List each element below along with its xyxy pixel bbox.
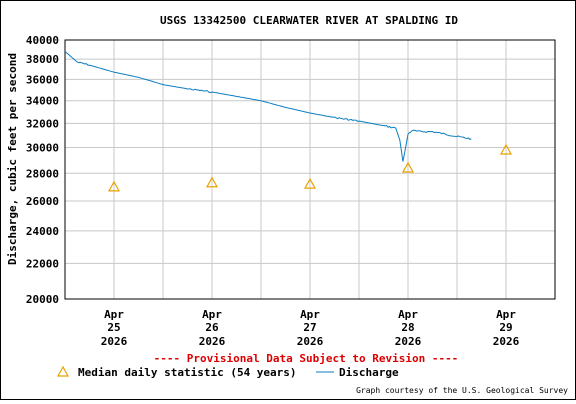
x-tick-month: Apr: [202, 308, 222, 321]
median-marker: [303, 177, 317, 189]
y-tick-label: 36000: [26, 73, 59, 86]
y-tick-label: 30000: [26, 141, 59, 154]
x-tick-year: 2026: [395, 335, 422, 348]
plot-area: [64, 39, 556, 300]
chart-title: USGS 13342500 CLEARWATER RIVER AT SPALDI…: [160, 14, 458, 27]
provisional-notice: ---- Provisional Data Subject to Revisio…: [154, 352, 459, 365]
x-tick-month: Apr: [300, 308, 320, 321]
x-tick-year: 2026: [493, 335, 520, 348]
y-tick-label: 24000: [26, 225, 59, 238]
legend: Median daily statistic (54 years) Discha…: [56, 365, 399, 379]
x-tick-year: 2026: [199, 335, 226, 348]
y-tick-label: 28000: [26, 167, 59, 180]
usgs-credit: Graph courtesy of the U.S. Geological Su…: [356, 386, 568, 395]
median-marker: [205, 176, 219, 188]
x-tick-day: 25: [107, 321, 120, 334]
x-tick-day: 28: [401, 321, 414, 334]
median-marker: [499, 143, 513, 155]
x-tick-month: Apr: [398, 308, 418, 321]
y-tick-label: 32000: [26, 117, 59, 130]
x-tick-month: Apr: [496, 308, 516, 321]
legend-median-marker: [56, 365, 70, 377]
y-tick-label: 38000: [26, 53, 59, 66]
x-tick-year: 2026: [101, 335, 128, 348]
x-tick-day: 26: [205, 321, 219, 334]
x-tick-month: Apr: [104, 308, 124, 321]
x-tick-year: 2026: [297, 335, 324, 348]
x-tick-day: 29: [499, 321, 512, 334]
discharge-line: [64, 51, 472, 162]
y-tick-label: 34000: [26, 95, 59, 108]
median-marker: [401, 161, 415, 173]
y-tick-label: 20000: [26, 293, 59, 306]
median-marker: [107, 180, 121, 192]
y-tick-label: 22000: [26, 257, 59, 270]
legend-discharge-label: Discharge: [339, 366, 399, 379]
legend-median-label: Median daily statistic (54 years): [78, 366, 297, 379]
y-axis-label: Discharge, cubic feet per second: [6, 53, 19, 265]
y-tick-label: 26000: [26, 195, 59, 208]
y-tick-label: 40000: [26, 34, 59, 47]
x-tick-day: 27: [303, 321, 316, 334]
